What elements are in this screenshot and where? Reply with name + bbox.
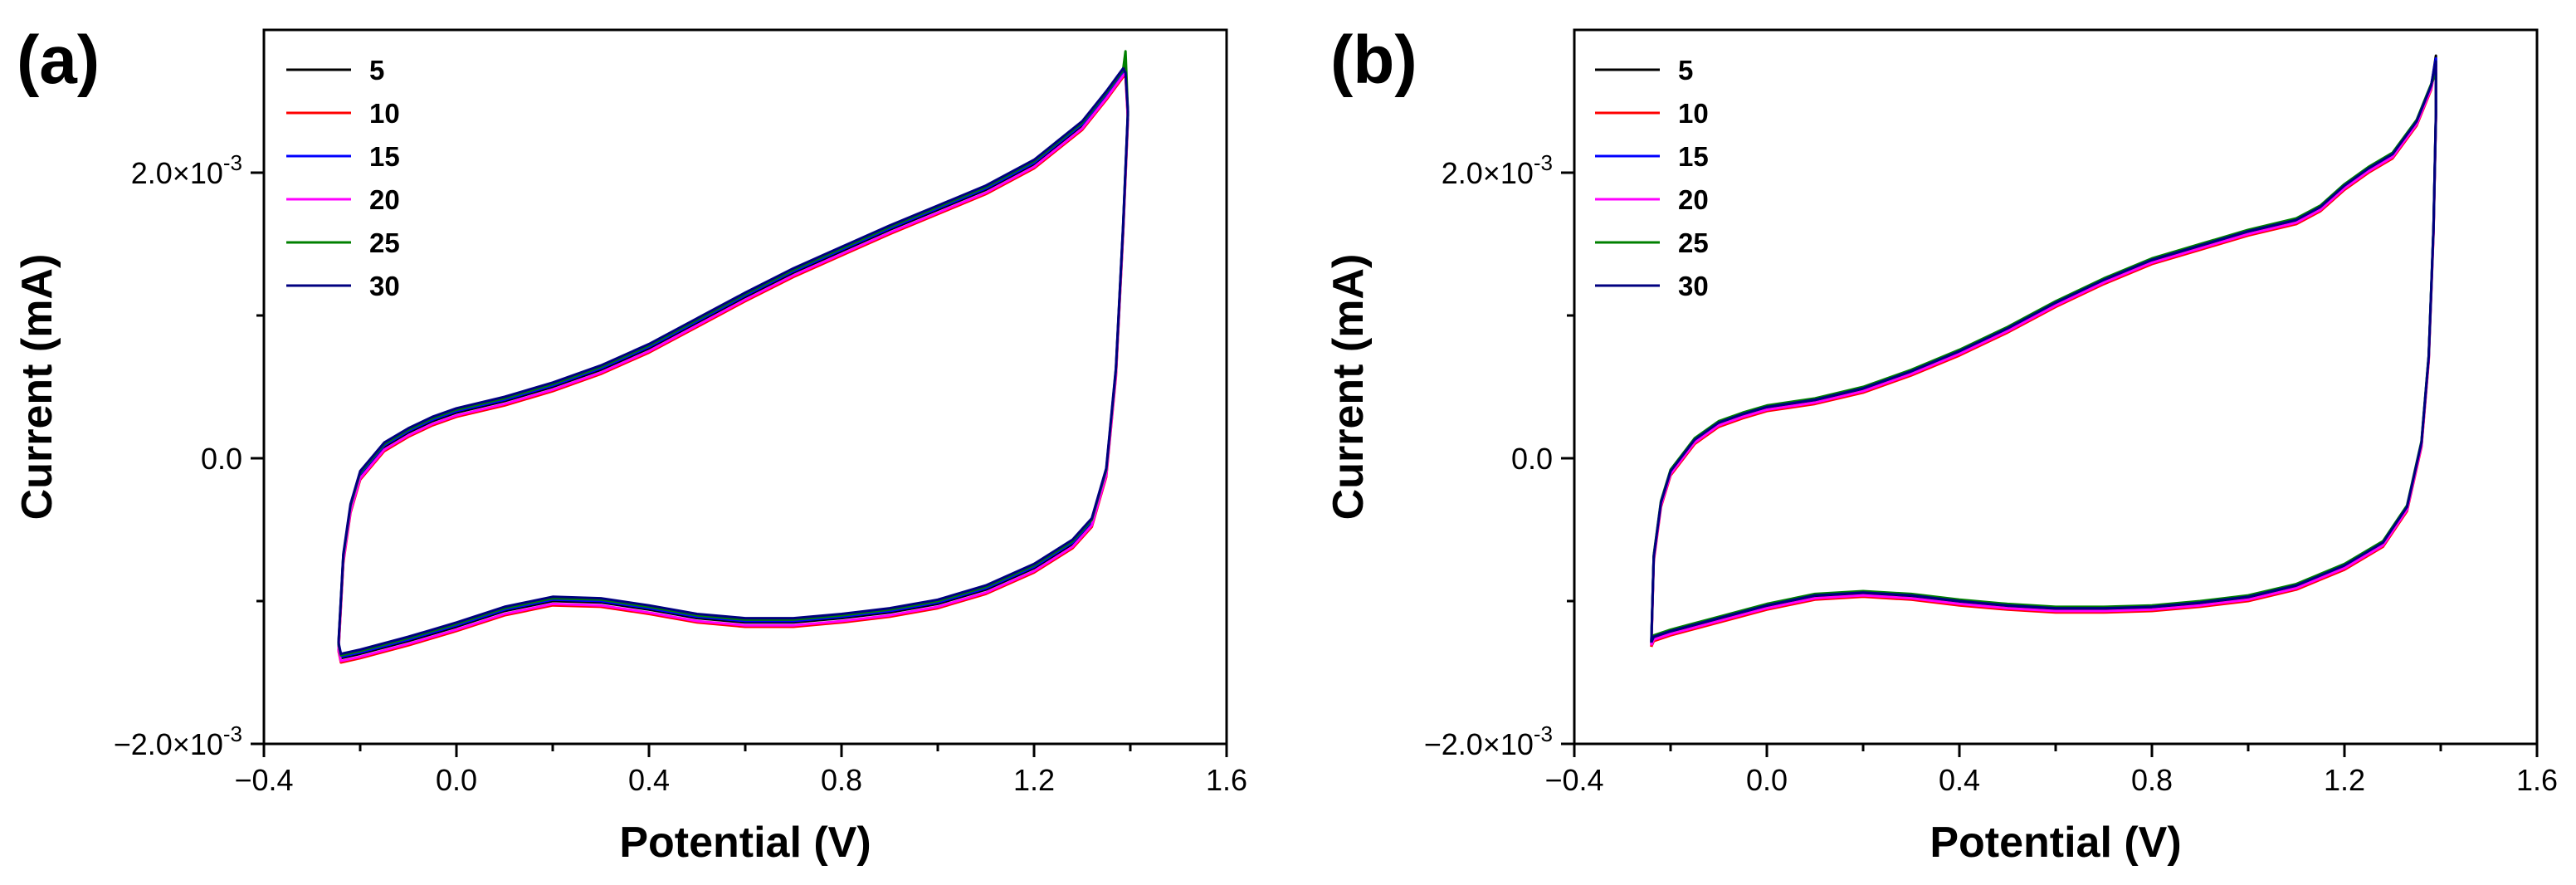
panel-label: (b): [1330, 22, 1417, 98]
cv-curve-5: [1650, 54, 2437, 645]
x-tick-label: 1.6: [2516, 763, 2558, 797]
y-tick-exponent: -3: [1534, 721, 1553, 746]
y-tick-exponent: -3: [223, 150, 242, 175]
y-tick-label: 0.0: [201, 442, 242, 476]
x-axis-title: Potential (V): [1930, 819, 2181, 867]
cv-curve-10: [1650, 62, 2437, 648]
legend-label-5: 5: [1678, 55, 1693, 86]
cv-curve-25: [337, 50, 1129, 657]
legend: 5 10 15 20 25 30: [286, 55, 400, 301]
cv-curves: [337, 50, 1129, 664]
legend-label-15: 15: [1678, 141, 1709, 172]
legend-label-10: 10: [369, 98, 400, 129]
y-tick-label: 2.0×10-3: [1442, 150, 1553, 190]
legend-label-25: 25: [369, 227, 400, 258]
cv-curve-15: [1650, 56, 2437, 643]
x-tick-label: −0.4: [1544, 763, 1603, 797]
x-tick-label: 0.8: [2131, 763, 2173, 797]
legend-label-20: 20: [369, 184, 400, 215]
y-tick-base: 2.0×10: [1442, 156, 1534, 190]
cv-curve-30: [337, 66, 1129, 656]
y-tick-base: 0.0: [201, 442, 242, 476]
cv-curves: [1650, 54, 2437, 648]
x-tick-label: 1.2: [1013, 763, 1055, 797]
cv-curve-5: [337, 64, 1129, 660]
x-tick-label: 1.2: [2324, 763, 2365, 797]
legend-label-25: 25: [1678, 227, 1709, 258]
y-tick-label: −2.0×10-3: [1424, 721, 1553, 761]
y-tick-label: −2.0×10-3: [114, 721, 242, 761]
legend-label-15: 15: [369, 141, 400, 172]
cv-curve-20: [337, 71, 1129, 663]
legend: 5 10 15 20 25 30: [1595, 55, 1709, 301]
x-tick-label: 0.0: [436, 763, 477, 797]
y-tick-base: −2.0×10: [114, 727, 223, 761]
y-tick-exponent: -3: [223, 721, 242, 746]
y-tick-exponent: -3: [1534, 150, 1553, 175]
y-axis-title: Current (mA): [13, 254, 61, 521]
y-tick-label: 2.0×10-3: [131, 150, 242, 190]
cv-curve-15: [337, 68, 1129, 658]
y-tick-base: −2.0×10: [1424, 727, 1534, 761]
x-tick-label: 0.8: [821, 763, 862, 797]
cv-curve-25: [1650, 71, 2437, 642]
legend-label-20: 20: [1678, 184, 1709, 215]
x-axis-title: Potential (V): [619, 819, 871, 867]
legend-label-5: 5: [369, 55, 384, 86]
x-tick-label: −0.4: [234, 763, 293, 797]
x-tick-label: 1.6: [1206, 763, 1247, 797]
y-tick-base: 2.0×10: [131, 156, 223, 190]
y-tick-label: 0.0: [1511, 442, 1553, 476]
plot-frame: [1573, 28, 2539, 746]
legend-label-30: 30: [369, 271, 400, 301]
cv-curve-30: [1650, 60, 2437, 643]
x-tick-label: 0.4: [1939, 763, 1980, 797]
chart-panel-b: (b)−0.4 0.0 0.4 0.8 1.2 1.6−2.0×10-30.02.0×10…: [1325, 22, 2558, 867]
cv-curve-20: [1650, 66, 2437, 646]
x-tick-label: 0.0: [1746, 763, 1788, 797]
panel-label: (a): [17, 22, 100, 98]
legend-label-30: 30: [1678, 271, 1709, 301]
chart-panel-a: (a)−0.4 0.0 0.4 0.8 1.2 1.6−2.0×10-30.02.0×10…: [13, 22, 1247, 867]
x-tick-label: 0.4: [628, 763, 670, 797]
legend-label-10: 10: [1678, 98, 1709, 129]
y-axis-title: Current (mA): [1325, 254, 1373, 521]
y-tick-base: 0.0: [1511, 442, 1553, 476]
